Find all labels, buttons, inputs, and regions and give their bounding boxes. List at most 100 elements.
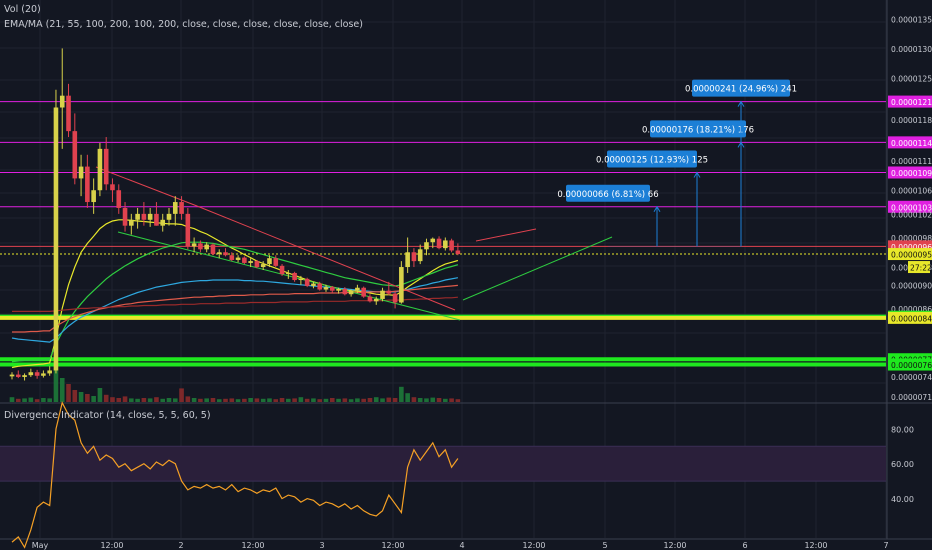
volume-bar xyxy=(399,386,404,402)
oscillator-legend[interactable]: Divergence Indicator (14, close, 5, 5, 6… xyxy=(4,410,211,421)
volume-bar xyxy=(229,398,235,402)
candle-body xyxy=(103,148,109,185)
candle-body xyxy=(436,238,442,249)
time-axis-label: 6 xyxy=(742,541,747,550)
candle-body xyxy=(298,278,304,281)
price-targets: 0.00000066 (6.81%) 66 0.00000125 (12.93%)… xyxy=(557,79,797,247)
volume-bar xyxy=(380,398,385,402)
oscillator-line xyxy=(11,400,459,549)
volume-bar xyxy=(59,378,65,402)
candle-body xyxy=(185,213,191,247)
oscillator-axis-label: 60.00 xyxy=(891,460,914,469)
volume-bar xyxy=(66,384,71,402)
target-callout-box xyxy=(566,184,650,202)
volume-bar xyxy=(85,394,90,402)
volume-bar xyxy=(129,398,134,402)
time-axis-label: 2 xyxy=(178,541,183,550)
candle-body xyxy=(129,219,134,226)
price-axis-label: 0.00000965 xyxy=(891,243,932,252)
candle-body xyxy=(292,272,297,281)
candle-body xyxy=(361,287,366,297)
time-axis[interactable]: May 12:00 2 12:00 3 12:00 4 12:00 5 12:00 6 12:00 7 xyxy=(32,541,889,550)
volume-bar xyxy=(373,397,379,402)
volume-bar xyxy=(449,398,454,402)
candle-body xyxy=(122,207,128,226)
candle-body xyxy=(304,278,310,286)
volume-bar xyxy=(53,370,59,402)
price-axis-badge xyxy=(888,166,932,179)
volume-bar xyxy=(172,398,178,402)
candle-body xyxy=(72,131,78,179)
volume-bar xyxy=(141,398,147,402)
volume-bar xyxy=(455,399,461,402)
time-axis-label: 4 xyxy=(459,541,464,550)
volume-bar xyxy=(329,398,335,402)
time-axis-label: 5 xyxy=(602,541,607,550)
candle-body xyxy=(443,240,448,249)
price-axis-badge xyxy=(888,136,932,149)
target-arrow-head xyxy=(737,100,745,107)
volume-bar xyxy=(235,399,241,402)
target-arrow-head xyxy=(693,171,701,178)
candle-body xyxy=(405,252,410,268)
candle-body xyxy=(229,255,235,260)
volume-bar xyxy=(91,396,96,402)
moving-average-line xyxy=(11,241,459,363)
volume-bar xyxy=(411,397,417,402)
candle-body xyxy=(78,166,84,179)
target-callout-label: 0.00000066 (6.81%) 66 xyxy=(557,190,658,200)
volume-bar xyxy=(179,388,184,402)
volume-bar xyxy=(103,394,109,402)
candle-body xyxy=(323,287,329,290)
candle-body xyxy=(147,213,153,220)
volume-legend[interactable]: Vol (20) xyxy=(4,4,41,15)
volume-bar xyxy=(191,398,197,402)
volume-bar xyxy=(198,398,203,402)
volume-bar xyxy=(28,397,34,402)
price-axis-badge xyxy=(888,200,932,213)
time-axis-label: May xyxy=(32,541,49,550)
candle-body xyxy=(97,148,103,191)
candle-body xyxy=(91,190,96,203)
oscillator-pane: 80.00 60.00 40.00 xyxy=(0,400,914,549)
volume-bar xyxy=(436,398,442,402)
candle-body xyxy=(191,243,197,247)
candle-body xyxy=(386,290,392,294)
volume-bar xyxy=(342,398,348,402)
candle-body xyxy=(34,372,40,376)
candle-body xyxy=(47,370,52,374)
volume-bar xyxy=(273,399,279,402)
candle-body xyxy=(110,184,115,191)
candle-body xyxy=(317,283,323,290)
volume-bar xyxy=(292,398,297,402)
volume-bar xyxy=(304,398,310,402)
candle-body xyxy=(135,213,140,220)
price-axis-badge xyxy=(888,311,932,324)
volume-bar xyxy=(430,397,436,402)
candle-body xyxy=(311,283,316,286)
target-callout-label: 0.00000125 (12.93%) 125 xyxy=(596,156,708,166)
time-axis-label: 12:00 xyxy=(663,541,686,550)
candle-body xyxy=(154,213,159,226)
volume-bar xyxy=(72,390,78,402)
volume-bar xyxy=(204,398,209,402)
ema-legend[interactable]: EMA/MA (21, 55, 100, 200, 100, 200, clos… xyxy=(4,19,363,30)
price-levels xyxy=(0,101,886,367)
volume-bar xyxy=(166,398,172,402)
candle-body xyxy=(28,372,34,376)
candle-body xyxy=(248,261,253,263)
time-axis-label: 12:00 xyxy=(241,541,264,550)
candle-body xyxy=(392,293,398,303)
volume-bar xyxy=(279,398,285,402)
volume-bar xyxy=(417,398,423,402)
time-axis-label: 12:00 xyxy=(100,541,123,550)
candle-body xyxy=(342,288,348,295)
candle-body xyxy=(85,166,90,203)
